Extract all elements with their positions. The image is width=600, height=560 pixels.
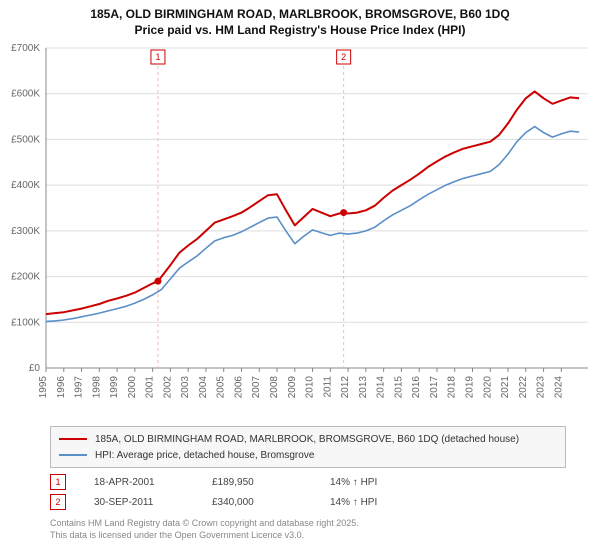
svg-text:1999: 1999 <box>109 376 120 399</box>
transaction-row: 2 30-SEP-2011 £340,000 14% ↑ HPI <box>50 492 566 512</box>
svg-text:£400K: £400K <box>11 181 40 192</box>
footer-line-1: Contains HM Land Registry data © Crown c… <box>50 518 566 530</box>
svg-text:2012: 2012 <box>340 376 351 399</box>
legend-swatch <box>59 454 87 456</box>
svg-text:2010: 2010 <box>305 376 316 399</box>
svg-text:£300K: £300K <box>11 226 40 237</box>
svg-text:2021: 2021 <box>500 376 511 399</box>
svg-text:2000: 2000 <box>127 376 138 399</box>
svg-text:£600K: £600K <box>11 89 40 100</box>
legend-label: HPI: Average price, detached house, Brom… <box>95 450 314 461</box>
legend-item-price_paid: 185A, OLD BIRMINGHAM ROAD, MARLBROOK, BR… <box>59 431 557 447</box>
svg-text:2022: 2022 <box>518 376 529 399</box>
svg-text:2002: 2002 <box>162 376 173 399</box>
svg-text:2023: 2023 <box>536 376 547 399</box>
svg-text:2018: 2018 <box>447 376 458 399</box>
title-line-2: Price paid vs. HM Land Registry's House … <box>10 22 590 38</box>
svg-text:2003: 2003 <box>180 376 191 399</box>
svg-text:2019: 2019 <box>464 376 475 399</box>
svg-text:2008: 2008 <box>269 376 280 399</box>
svg-text:2013: 2013 <box>358 376 369 399</box>
svg-text:£500K: £500K <box>11 135 40 146</box>
transaction-date: 30-SEP-2011 <box>94 497 184 508</box>
chart-area: £0 £100K £200K £300K £400K £500K £600K £700K 199… <box>0 40 600 420</box>
svg-text:2: 2 <box>341 52 346 62</box>
svg-text:£0: £0 <box>29 363 41 374</box>
transaction-date: 18-APR-2001 <box>94 477 184 488</box>
svg-text:2017: 2017 <box>429 376 440 399</box>
svg-text:2011: 2011 <box>322 376 333 398</box>
title-line-1: 185A, OLD BIRMINGHAM ROAD, MARLBROOK, BR… <box>10 6 590 22</box>
transaction-marker: 1 <box>50 474 66 490</box>
svg-text:£100K: £100K <box>11 318 40 329</box>
chart-title: 185A, OLD BIRMINGHAM ROAD, MARLBROOK, BR… <box>0 0 600 40</box>
svg-text:2007: 2007 <box>251 376 262 399</box>
svg-text:£200K: £200K <box>11 272 40 283</box>
svg-text:2015: 2015 <box>393 376 404 399</box>
svg-text:2024: 2024 <box>553 376 564 399</box>
transaction-notes: 1 18-APR-2001 £189,950 14% ↑ HPI 2 30-SEP-201… <box>50 472 566 512</box>
svg-text:1: 1 <box>155 52 160 62</box>
svg-text:1998: 1998 <box>91 376 102 399</box>
transaction-marker: 2 <box>50 494 66 510</box>
transaction-row: 1 18-APR-2001 £189,950 14% ↑ HPI <box>50 472 566 492</box>
svg-text:2020: 2020 <box>482 376 493 399</box>
legend: 185A, OLD BIRMINGHAM ROAD, MARLBROOK, BR… <box>50 426 566 468</box>
price-chart-svg: £0 £100K £200K £300K £400K £500K £600K £700K 199… <box>0 40 600 420</box>
svg-text:2014: 2014 <box>376 376 387 399</box>
legend-label: 185A, OLD BIRMINGHAM ROAD, MARLBROOK, BR… <box>95 434 519 445</box>
transaction-price: £189,950 <box>212 477 302 488</box>
svg-text:2004: 2004 <box>198 376 209 399</box>
legend-swatch <box>59 438 87 440</box>
svg-text:£700K: £700K <box>11 43 40 54</box>
svg-text:2005: 2005 <box>216 376 227 399</box>
svg-text:1997: 1997 <box>74 376 85 399</box>
svg-text:1996: 1996 <box>56 376 67 399</box>
svg-text:2001: 2001 <box>145 376 156 399</box>
legend-item-hpi: HPI: Average price, detached house, Brom… <box>59 447 557 463</box>
attribution-footer: Contains HM Land Registry data © Crown c… <box>50 518 566 541</box>
svg-text:2009: 2009 <box>287 376 298 399</box>
transaction-delta: 14% ↑ HPI <box>330 477 420 488</box>
svg-text:2006: 2006 <box>233 376 244 399</box>
transaction-price: £340,000 <box>212 497 302 508</box>
svg-text:2016: 2016 <box>411 376 422 399</box>
transaction-delta: 14% ↑ HPI <box>330 497 420 508</box>
footer-line-2: This data is licensed under the Open Gov… <box>50 530 566 542</box>
svg-text:1995: 1995 <box>38 376 49 399</box>
